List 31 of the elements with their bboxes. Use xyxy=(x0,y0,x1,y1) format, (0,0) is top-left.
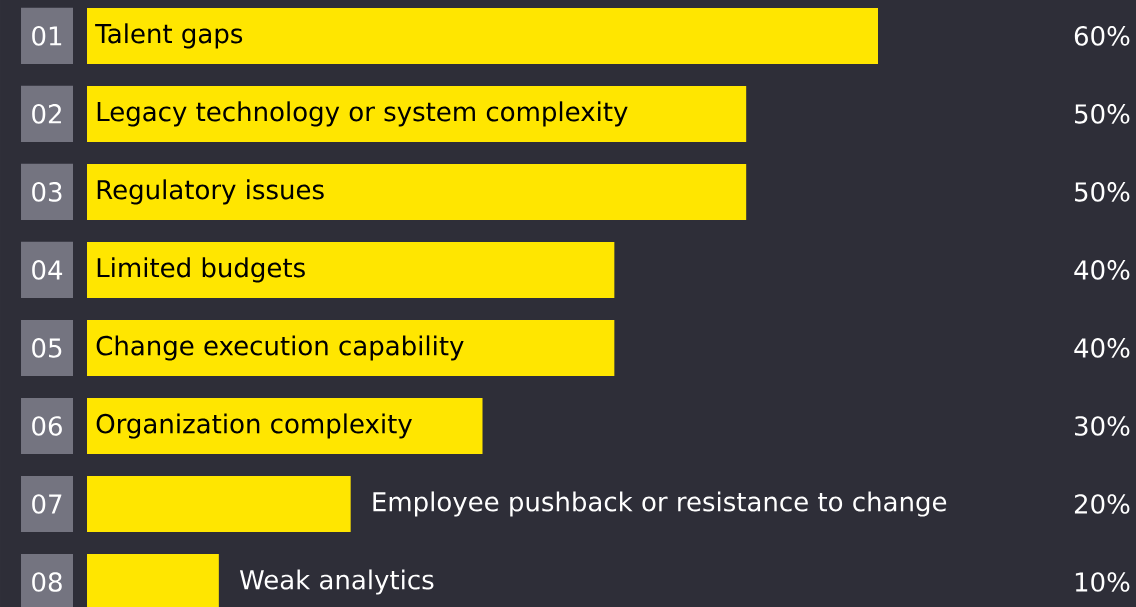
text: 03 xyxy=(32,182,62,202)
y-tick-label: Talent gaps xyxy=(95,23,243,49)
data-label: 40% xyxy=(1074,260,1130,280)
bar xyxy=(87,319,615,376)
text: 02 xyxy=(32,104,61,124)
text: 01 xyxy=(32,26,62,46)
text: 04 xyxy=(32,260,63,280)
text: 05 xyxy=(32,338,62,358)
bar xyxy=(87,163,747,220)
y-tick-label: Change execution capability xyxy=(96,335,464,361)
y-tick-label: Organization complexity xyxy=(96,413,412,439)
data-label: 40% xyxy=(1074,338,1130,358)
bar xyxy=(87,85,747,142)
y-tick-label: Employee pushback or resistance to change xyxy=(373,491,947,517)
bar xyxy=(87,241,615,298)
text: 07 xyxy=(32,494,62,514)
bar xyxy=(87,7,879,64)
data-label: 60% xyxy=(1074,26,1130,46)
text: 08 xyxy=(32,572,62,592)
y-tick-label: Legacy technology or system complexity xyxy=(97,101,628,127)
y-tick-label: Weak analytics xyxy=(239,569,434,595)
text: 06 xyxy=(32,416,62,436)
data-label: 50% xyxy=(1075,182,1130,202)
data-label: 50% xyxy=(1075,104,1130,124)
bar xyxy=(87,397,483,454)
y-tick-label: Limited budgets xyxy=(97,257,305,283)
bar xyxy=(87,476,351,533)
data-label: 20% xyxy=(1074,494,1130,514)
data-label: 10% xyxy=(1075,572,1130,592)
data-label: 30% xyxy=(1075,416,1130,436)
y-tick-label: Regulatory issues xyxy=(97,179,324,205)
